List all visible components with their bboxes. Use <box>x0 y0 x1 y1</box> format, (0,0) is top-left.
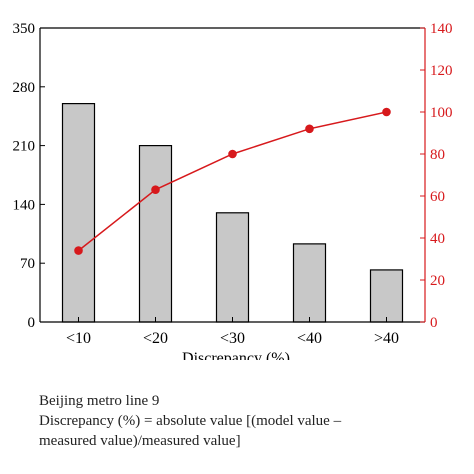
x-tick-label: >40 <box>374 330 399 347</box>
line-point <box>74 246 83 255</box>
y-right-tick-label: 60 <box>430 189 445 205</box>
caption-line-3: measured value)/measured value] <box>39 433 241 449</box>
y-left-tick-label: 280 <box>13 80 36 96</box>
bar-line-chart: 0 70 140 210 280 350 0 20 40 60 80 100 120 140 <10 <20 <… <box>13 21 453 360</box>
line-point <box>305 124 314 134</box>
caption-line-1: Beijing metro line 9 <box>39 393 160 409</box>
bar <box>369 269 404 323</box>
y-right-tick-label: 0 <box>430 315 438 331</box>
y-right-tick-label: 100 <box>430 105 453 121</box>
line-series <box>74 107 391 255</box>
axes: 0 70 140 210 280 350 0 20 40 60 80 100 120 140 <10 <20 <… <box>13 21 453 347</box>
line-point <box>228 149 237 159</box>
y-left-tick-label: 0 <box>28 315 36 331</box>
y-left-tick-label: 210 <box>13 139 36 155</box>
y-right-tick-label: 80 <box>430 147 445 163</box>
y-right-tick-label: 40 <box>430 231 445 247</box>
line-point <box>382 107 391 117</box>
bar <box>138 145 173 323</box>
x-tick-label: <20 <box>143 330 168 347</box>
bar <box>215 212 250 323</box>
y-right-tick-label: 20 <box>430 273 445 289</box>
x-axis-label: Discrepancy (%) <box>182 350 290 360</box>
bar <box>292 243 327 323</box>
bar-series <box>61 102 404 323</box>
y-left-tick-label: 140 <box>13 197 36 213</box>
y-right-tick-label: 140 <box>430 21 453 37</box>
caption-line-2: Discrepancy (%) = absolute value [(model… <box>39 413 342 429</box>
x-tick-label: <10 <box>66 330 91 347</box>
bar <box>61 102 96 323</box>
y-left-tick-label: 70 <box>20 256 35 272</box>
line-point <box>151 185 160 194</box>
x-tick-label: <40 <box>297 330 322 347</box>
y-left-tick-label: 350 <box>13 21 36 37</box>
x-tick-label: <30 <box>220 330 245 347</box>
y-right-tick-label: 120 <box>430 63 453 79</box>
